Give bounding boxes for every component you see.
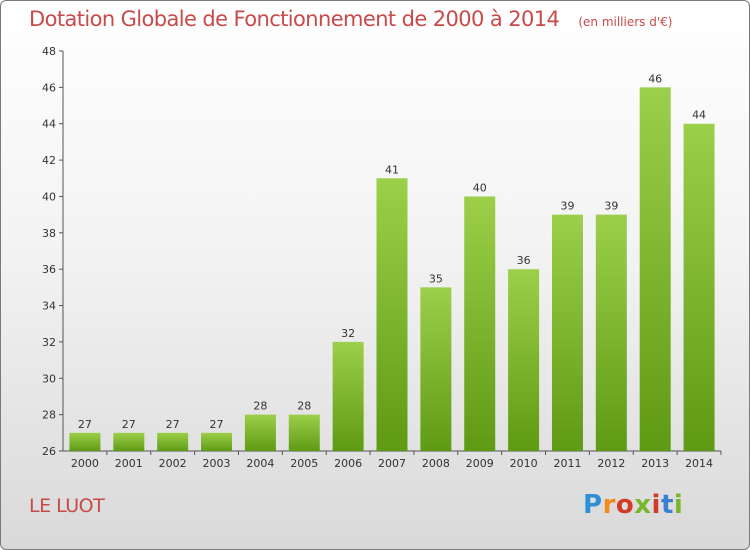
bars: 27 27 27 27 28 28 32 41 35 40 36 39 39 46 44 bbox=[69, 72, 715, 452]
bar bbox=[595, 214, 627, 451]
y-tick-label: 44 bbox=[42, 118, 56, 131]
chart-title: Dotation Globale de Fonctionnement de 20… bbox=[29, 7, 560, 31]
bar-value-label: 46 bbox=[648, 72, 662, 85]
x-tick-label: 2009 bbox=[466, 457, 494, 470]
bar bbox=[288, 414, 320, 451]
y-tick-label: 30 bbox=[42, 372, 56, 385]
bar bbox=[464, 196, 496, 451]
y-tick-label: 28 bbox=[42, 409, 56, 422]
bar-value-label: 27 bbox=[166, 418, 180, 431]
bar-value-label: 35 bbox=[429, 272, 443, 285]
y-tick-label: 34 bbox=[42, 300, 56, 313]
bar bbox=[639, 87, 671, 451]
y-tick-label: 38 bbox=[42, 227, 56, 240]
y-tick-label: 48 bbox=[42, 45, 56, 58]
bar-value-label: 27 bbox=[78, 418, 92, 431]
bar-value-label: 40 bbox=[473, 181, 487, 194]
x-tick-label: 2005 bbox=[290, 457, 318, 470]
x-tick-label: 2001 bbox=[115, 457, 143, 470]
y-tick-label: 42 bbox=[42, 154, 56, 167]
x-tick-label: 2010 bbox=[510, 457, 538, 470]
axes: 26 28 30 32 34 36 38 40 42 44 46 48 2000 2001 2002 2003… bbox=[42, 45, 722, 470]
x-tick-label: 2004 bbox=[246, 457, 274, 470]
x-tick-label: 2011 bbox=[553, 457, 581, 470]
y-tick-label: 26 bbox=[42, 445, 56, 458]
bar-value-label: 39 bbox=[604, 200, 618, 213]
y-tick-label: 46 bbox=[42, 81, 56, 94]
x-tick-label: 2000 bbox=[71, 457, 99, 470]
x-tick-label: 2007 bbox=[378, 457, 406, 470]
x-tick-label: 2006 bbox=[334, 457, 362, 470]
x-tick-label: 2008 bbox=[422, 457, 450, 470]
bar-value-label: 27 bbox=[122, 418, 136, 431]
chart-subtitle: (en milliers d'€) bbox=[578, 15, 673, 29]
bar-value-label: 32 bbox=[341, 327, 355, 340]
x-tick-label: 2014 bbox=[685, 457, 713, 470]
x-tick-label: 2013 bbox=[641, 457, 669, 470]
commune-name: LE LUOT bbox=[29, 495, 105, 517]
bar bbox=[376, 178, 408, 452]
bar-value-label: 39 bbox=[560, 200, 574, 213]
bar bbox=[420, 287, 452, 451]
x-tick-label: 2003 bbox=[203, 457, 231, 470]
bar bbox=[113, 432, 145, 451]
bar-value-label: 36 bbox=[517, 254, 531, 267]
bar bbox=[508, 269, 540, 451]
title-row: Dotation Globale de Fonctionnement de 20… bbox=[29, 7, 672, 31]
bar-value-label: 28 bbox=[253, 400, 267, 413]
bar bbox=[332, 341, 364, 451]
bar bbox=[69, 432, 101, 451]
bar bbox=[683, 123, 715, 452]
x-tick-label: 2012 bbox=[597, 457, 625, 470]
bar bbox=[201, 432, 233, 451]
bar bbox=[244, 414, 276, 451]
x-tick-label: 2002 bbox=[159, 457, 187, 470]
y-tick-label: 32 bbox=[42, 336, 56, 349]
bar-value-label: 27 bbox=[210, 418, 224, 431]
bar bbox=[551, 214, 583, 451]
bar-value-label: 28 bbox=[297, 400, 311, 413]
y-tick-label: 36 bbox=[42, 263, 56, 276]
bar-value-label: 44 bbox=[692, 109, 706, 122]
bar bbox=[157, 432, 189, 451]
y-tick-label: 40 bbox=[42, 190, 56, 203]
bar-value-label: 41 bbox=[385, 163, 399, 176]
proxiti-logo: Proxiti bbox=[583, 490, 684, 520]
